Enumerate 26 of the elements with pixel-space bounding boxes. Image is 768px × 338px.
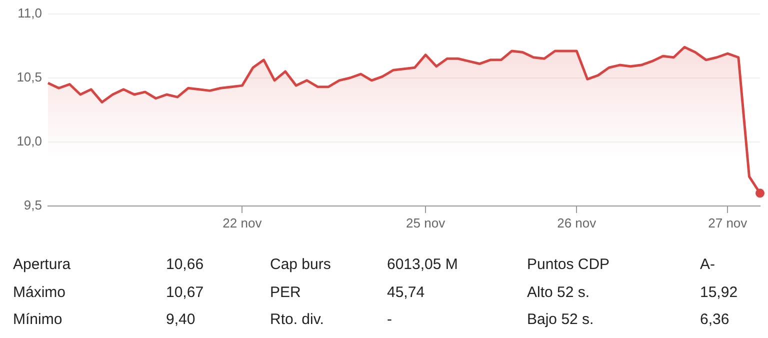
text: Apertura — [13, 256, 71, 273]
text: 9,40 — [166, 311, 196, 328]
text: 6013,05 M — [387, 256, 458, 273]
x-tick-label: 27 nov — [708, 215, 748, 230]
text: 10,66 — [166, 256, 204, 273]
text: Bajo 52 s. — [527, 311, 594, 328]
text: Máximo — [13, 284, 66, 300]
text: Mínimo — [13, 311, 62, 328]
text: Rto. div. — [270, 311, 324, 328]
x-tick-label: 22 nov — [222, 215, 262, 230]
x-tick-label: 25 nov — [406, 215, 446, 230]
text: Alto 52 s. — [527, 284, 590, 300]
text: 15,92 — [700, 284, 738, 300]
text: 6,36 — [700, 311, 730, 328]
text: A- — [700, 256, 715, 273]
y-tick-label: 10,5 — [16, 69, 42, 84]
text: 45,74 — [387, 284, 425, 300]
text: Puntos CDP — [527, 256, 610, 273]
text: PER — [270, 284, 301, 300]
text: - — [387, 311, 392, 328]
y-tick-label: 10,0 — [16, 134, 42, 149]
text: Cap burs — [270, 256, 331, 273]
x-tick-label: 26 nov — [557, 215, 597, 230]
text: 10,67 — [166, 284, 204, 300]
y-tick-label: 11,0 — [18, 5, 42, 20]
y-tick-label: 9,5 — [24, 198, 42, 213]
